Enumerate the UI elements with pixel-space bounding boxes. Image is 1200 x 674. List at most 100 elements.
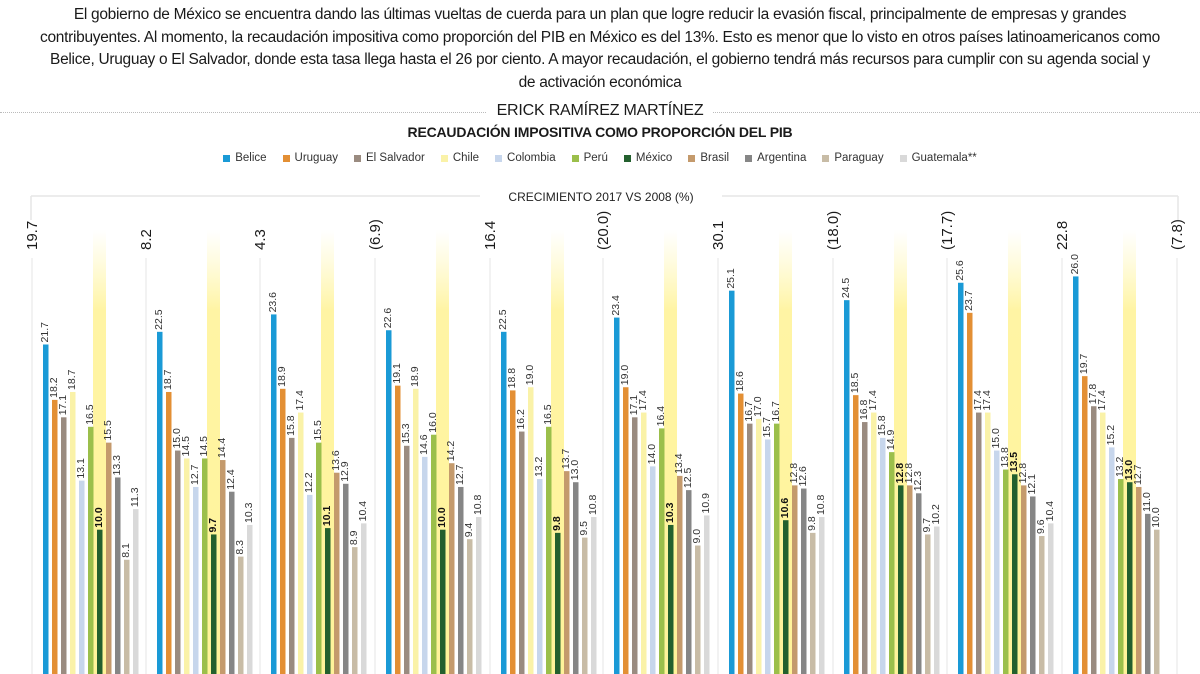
bar <box>202 458 208 674</box>
legend-swatch <box>571 154 579 162</box>
value-label: 16.8 <box>858 399 870 420</box>
legend-item: Chile <box>440 152 480 164</box>
bar <box>115 477 121 674</box>
value-label: 16.4 <box>655 406 667 427</box>
value-label: 23.4 <box>610 295 622 316</box>
bar <box>431 434 437 674</box>
value-label: 14.9 <box>885 430 897 451</box>
legend-label: Chile <box>452 152 480 164</box>
legend-swatch <box>282 154 290 162</box>
bar <box>623 387 629 674</box>
mexico-highlight-column <box>436 230 449 674</box>
legend-swatch <box>495 154 503 162</box>
bar <box>632 417 638 674</box>
bar <box>573 482 579 674</box>
value-label: 25.6 <box>954 260 966 281</box>
bar <box>925 534 931 674</box>
bar <box>1021 485 1027 674</box>
bar <box>343 483 349 674</box>
value-label: 23.6 <box>267 292 279 313</box>
bar <box>686 490 692 674</box>
bar <box>211 534 217 674</box>
bar <box>238 556 244 674</box>
value-label: 10.8 <box>815 494 827 515</box>
bar <box>404 445 410 674</box>
bar <box>765 439 771 674</box>
bar <box>695 545 701 674</box>
value-label: 17.1 <box>57 395 69 416</box>
bar <box>70 391 76 674</box>
legend-label: Paraguay <box>834 152 884 164</box>
chart-subtitle: CRECIMIENTO 2017 VS 2008 (%) <box>508 190 693 204</box>
bar <box>641 412 647 674</box>
growth-label: 22.8 <box>1054 221 1071 250</box>
value-label: 12.7 <box>1132 464 1144 485</box>
bar <box>458 486 464 674</box>
value-label: 17.0 <box>752 396 764 417</box>
bar <box>668 524 674 674</box>
legend-item: Belice <box>223 152 267 164</box>
bar <box>1154 529 1160 674</box>
value-label: 12.8 <box>903 463 915 484</box>
value-label: 17.4 <box>867 390 879 411</box>
legend-swatch <box>623 154 631 162</box>
bar <box>97 529 103 674</box>
bar <box>614 317 620 674</box>
value-label: 16.7 <box>743 401 755 422</box>
bar <box>476 517 482 674</box>
value-label: 9.5 <box>578 521 590 536</box>
value-label: 10.0 <box>93 507 105 528</box>
bar <box>1082 376 1088 674</box>
value-label: 18.8 <box>506 368 518 389</box>
value-label: 19.0 <box>524 365 536 386</box>
growth-label: (20.0) <box>595 211 612 250</box>
value-label: 10.8 <box>587 494 599 515</box>
bar <box>334 472 340 674</box>
growth-label: (7.8) <box>1169 219 1186 250</box>
bar <box>124 559 130 674</box>
bar <box>898 485 904 674</box>
article-intro: El gobierno de México se encuentra dando… <box>40 6 1160 91</box>
bar <box>528 387 534 674</box>
value-label: 12.2 <box>303 472 315 493</box>
bar <box>810 532 816 674</box>
value-label: 14.6 <box>418 434 430 455</box>
legend-swatch <box>688 154 696 162</box>
value-label: 12.7 <box>454 464 466 485</box>
bar <box>880 437 886 674</box>
byline-row: ERICK RAMÍREZ MARTÍNEZ <box>0 102 1200 122</box>
legend-swatch <box>899 154 907 162</box>
bar <box>61 417 67 674</box>
value-label: 24.5 <box>840 278 852 299</box>
bar <box>862 422 868 674</box>
value-label: 11.0 <box>1141 492 1153 512</box>
mexico-highlight-column <box>321 230 334 674</box>
bar <box>1100 412 1106 674</box>
value-label: 17.4 <box>981 390 993 411</box>
value-label: 16.5 <box>84 404 96 425</box>
value-label: 9.7 <box>921 518 933 533</box>
value-label: 15.0 <box>990 428 1002 449</box>
bar <box>395 385 401 674</box>
value-label: 13.4 <box>673 453 685 474</box>
bar <box>819 517 825 674</box>
value-label: 16.5 <box>542 404 554 425</box>
growth-label: 30.1 <box>710 221 727 250</box>
legend-label: México <box>635 152 673 164</box>
legend-label: El Salvador <box>366 152 425 164</box>
value-label: 13.2 <box>1114 456 1126 477</box>
growth-label: 8.2 <box>138 229 155 250</box>
bar <box>916 493 922 674</box>
bar <box>157 331 163 674</box>
bar <box>967 312 973 674</box>
value-label: 10.0 <box>1150 507 1162 528</box>
bar <box>1136 486 1142 674</box>
bar <box>133 509 139 674</box>
value-label: 14.2 <box>445 441 457 462</box>
value-label: 11.3 <box>129 487 141 507</box>
value-label: 15.2 <box>1105 425 1117 446</box>
mexico-highlight-column <box>779 230 792 674</box>
value-label: 13.3 <box>111 455 123 476</box>
value-label: 18.6 <box>734 371 746 392</box>
legend-item: Argentina <box>745 152 806 164</box>
